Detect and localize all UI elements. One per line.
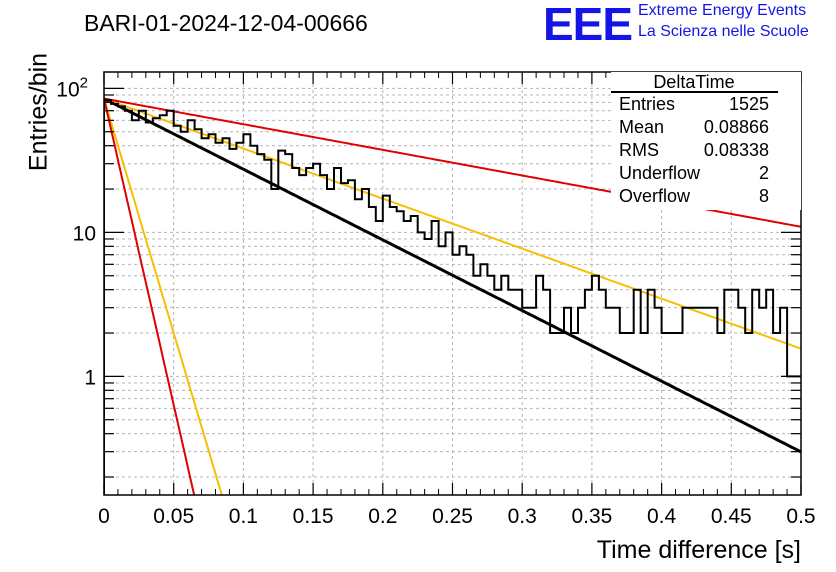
x-tick-label: 0 [98, 505, 110, 528]
plot-title: BARI-01-2024-12-04-00666 [84, 10, 368, 36]
x-tick-label: 0.5 [786, 505, 815, 528]
eee-logo-line2: La Scienza nelle Scuole [638, 23, 809, 40]
x-tick-label: 0.2 [368, 505, 397, 528]
stats-row-label: RMS [619, 140, 659, 160]
histogram-bins [104, 99, 801, 495]
stats-row-value: 2 [759, 163, 769, 183]
eee-logo: EEE [543, 0, 633, 50]
x-tick-label: 0.45 [711, 505, 752, 528]
stats-title: DeltaTime [653, 72, 734, 92]
x-tick-label: 0.05 [153, 505, 194, 528]
stats-row-value: 0.08338 [704, 140, 769, 160]
x-axis-label: Time difference [s] [597, 536, 801, 564]
stats-row-label: Entries [619, 94, 675, 114]
stats-box-bg [611, 72, 801, 210]
eee-logo-line1: Extreme Energy Events [638, 2, 807, 19]
x-tick-label: 0.3 [508, 505, 537, 528]
y-tick-label: 102 [56, 74, 88, 101]
y-axis-label: Entries/bin [25, 53, 53, 171]
stats-row-label: Mean [619, 117, 664, 137]
stats-row-value: 0.08866 [704, 117, 769, 137]
x-tick-label: 0.35 [571, 505, 612, 528]
x-tick-label: 0.15 [293, 505, 334, 528]
fit-curve-fit [104, 97, 801, 454]
y-tick-label: 1 [84, 366, 96, 389]
stats-row-value: 8 [759, 186, 769, 206]
x-tick-label: 0.25 [432, 505, 473, 528]
fit-curve-bound-lower [104, 98, 223, 495]
stats-row-label: Underflow [619, 163, 701, 183]
axis-tick-labels: 0 0.05 0.1 0.15 0.2 0.25 0.3 0.35 0.4 0.45 0.5 1 10 1… [56, 74, 815, 528]
x-tick-label: 0.1 [229, 505, 258, 528]
y-tick-label: 10 [73, 222, 96, 245]
x-tick-label: 0.4 [647, 505, 677, 528]
histogram-series [104, 99, 801, 495]
fit-curve-bound-lower-red [104, 98, 196, 495]
stats-row-label: Overflow [619, 186, 691, 206]
stats-row-value: 1525 [729, 94, 769, 114]
stats-box: DeltaTime Entries 1525 Mean 0.08866 RMS 0.083… [611, 72, 801, 210]
